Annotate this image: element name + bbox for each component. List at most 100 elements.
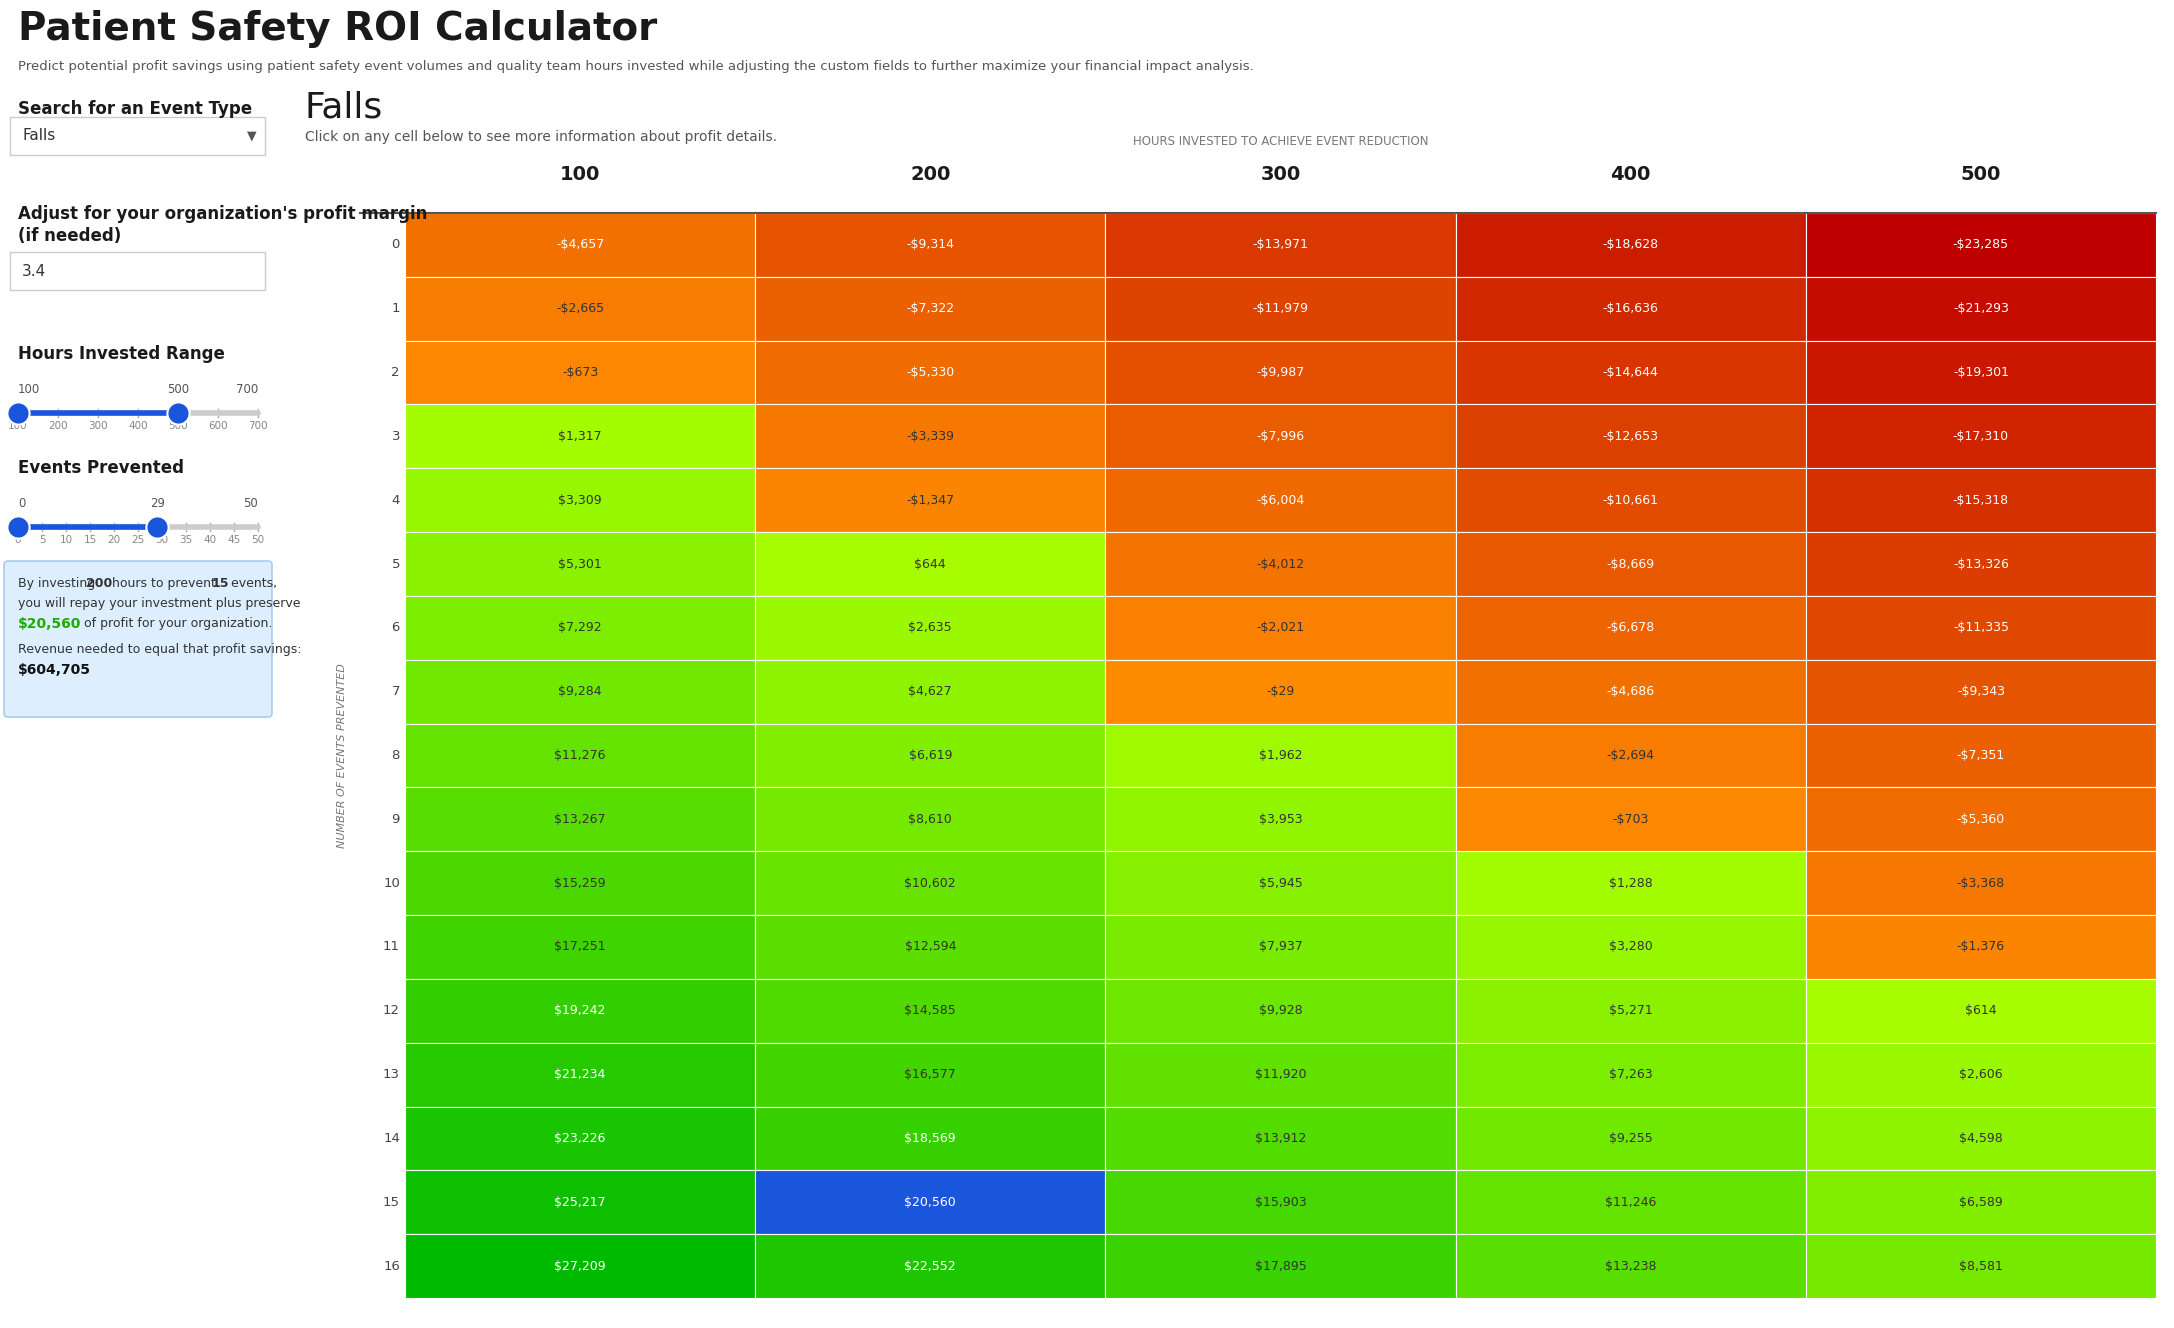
Text: Hours Invested Range: Hours Invested Range: [17, 345, 224, 363]
Text: 200: 200: [87, 576, 113, 590]
Text: -$4,686: -$4,686: [1607, 685, 1654, 699]
Text: 5: 5: [39, 535, 46, 544]
Bar: [1104, 788, 1457, 851]
Text: $13,238: $13,238: [1604, 1259, 1657, 1272]
Bar: [404, 405, 754, 469]
Bar: [1104, 596, 1457, 660]
Text: 8: 8: [391, 749, 400, 762]
Bar: [1807, 660, 2157, 724]
Text: (if needed): (if needed): [17, 227, 122, 244]
Text: -$12,653: -$12,653: [1602, 430, 1659, 442]
Text: 9: 9: [391, 813, 400, 826]
Bar: [754, 1170, 1104, 1234]
Text: -$2,665: -$2,665: [557, 303, 604, 315]
Bar: [1457, 1234, 1807, 1297]
Bar: [1807, 788, 2157, 851]
Text: 100: 100: [17, 382, 41, 396]
Bar: [1457, 915, 1807, 979]
Text: -$11,979: -$11,979: [1252, 303, 1309, 315]
Bar: [754, 1234, 1104, 1297]
Text: $15,259: $15,259: [554, 876, 607, 890]
Text: -$7,996: -$7,996: [1257, 430, 1304, 442]
Text: -$5,360: -$5,360: [1957, 813, 2004, 826]
Text: hours to prevent: hours to prevent: [109, 576, 220, 590]
Bar: [1457, 405, 1807, 469]
Text: -$1,376: -$1,376: [1957, 940, 2004, 954]
Bar: [1807, 1042, 2157, 1106]
Text: $14,585: $14,585: [904, 1004, 957, 1017]
Text: $25,217: $25,217: [554, 1195, 607, 1208]
Bar: [1457, 212, 1807, 276]
Text: -$6,678: -$6,678: [1607, 622, 1654, 635]
Text: 4: 4: [391, 494, 400, 507]
Bar: [754, 405, 1104, 469]
Text: $9,284: $9,284: [559, 685, 602, 699]
Text: -$9,987: -$9,987: [1257, 367, 1304, 378]
Text: $3,280: $3,280: [1609, 940, 1652, 954]
Bar: [1457, 276, 1807, 341]
Text: $19,242: $19,242: [554, 1004, 607, 1017]
Text: $1,317: $1,317: [559, 430, 602, 442]
Bar: [1807, 212, 2157, 276]
Text: of profit for your organization.: of profit for your organization.: [80, 618, 272, 629]
Bar: [1457, 1170, 1807, 1234]
Text: 500: 500: [167, 382, 189, 396]
Text: 15: 15: [383, 1195, 400, 1208]
Text: 40: 40: [204, 535, 217, 544]
Text: $5,945: $5,945: [1259, 876, 1302, 890]
Text: 16: 16: [383, 1259, 400, 1272]
Text: -$14,644: -$14,644: [1602, 367, 1659, 378]
Text: 500: 500: [167, 421, 187, 432]
Bar: [754, 276, 1104, 341]
Text: 50: 50: [243, 497, 259, 510]
Text: -$6,004: -$6,004: [1257, 494, 1304, 507]
Text: 6: 6: [391, 622, 400, 635]
Bar: [1807, 276, 2157, 341]
Text: 10: 10: [383, 876, 400, 890]
Text: you will repay your investment plus preserve: you will repay your investment plus pres…: [17, 598, 300, 610]
Text: -$8,669: -$8,669: [1607, 558, 1654, 571]
Text: -$703: -$703: [1613, 813, 1648, 826]
Text: $4,627: $4,627: [909, 685, 952, 699]
Text: 700: 700: [248, 421, 267, 432]
Text: $11,276: $11,276: [554, 749, 607, 762]
Bar: [1807, 1106, 2157, 1170]
Text: $22,552: $22,552: [904, 1259, 957, 1272]
Text: 2: 2: [391, 367, 400, 378]
Text: -$2,694: -$2,694: [1607, 749, 1654, 762]
Text: $20,560: $20,560: [904, 1195, 957, 1208]
Bar: [404, 915, 754, 979]
Bar: [1457, 724, 1807, 788]
Text: Revenue needed to equal that profit savings:: Revenue needed to equal that profit savi…: [17, 643, 302, 656]
Text: $16,577: $16,577: [904, 1068, 957, 1081]
Text: 0: 0: [17, 497, 26, 510]
Text: $6,589: $6,589: [1959, 1195, 2002, 1208]
Text: 30: 30: [154, 535, 170, 544]
Bar: [1104, 660, 1457, 724]
Text: 400: 400: [1611, 165, 1650, 185]
Text: $15,903: $15,903: [1254, 1195, 1307, 1208]
Text: -$21,293: -$21,293: [1952, 303, 2009, 315]
Bar: [1104, 915, 1457, 979]
Bar: [404, 660, 754, 724]
Text: -$18,628: -$18,628: [1602, 239, 1659, 251]
Bar: [1807, 851, 2157, 915]
Text: $11,920: $11,920: [1254, 1068, 1307, 1081]
Text: 700: 700: [235, 382, 259, 396]
Text: NUMBER OF EVENTS PREVENTED: NUMBER OF EVENTS PREVENTED: [337, 663, 348, 849]
Text: ▼: ▼: [248, 130, 257, 142]
Text: 12: 12: [383, 1004, 400, 1017]
Bar: [404, 341, 754, 405]
Bar: [404, 469, 754, 533]
FancyBboxPatch shape: [11, 117, 265, 155]
Text: 20: 20: [107, 535, 120, 544]
Text: 500: 500: [1961, 165, 2000, 185]
FancyBboxPatch shape: [4, 560, 272, 717]
Bar: [1457, 851, 1807, 915]
Text: $27,209: $27,209: [554, 1259, 607, 1272]
Text: $17,251: $17,251: [554, 940, 607, 954]
Text: Adjust for your organization's profit margin: Adjust for your organization's profit ma…: [17, 205, 428, 223]
Text: $5,301: $5,301: [559, 558, 602, 571]
Text: 3: 3: [391, 430, 400, 442]
Text: $8,581: $8,581: [1959, 1259, 2002, 1272]
